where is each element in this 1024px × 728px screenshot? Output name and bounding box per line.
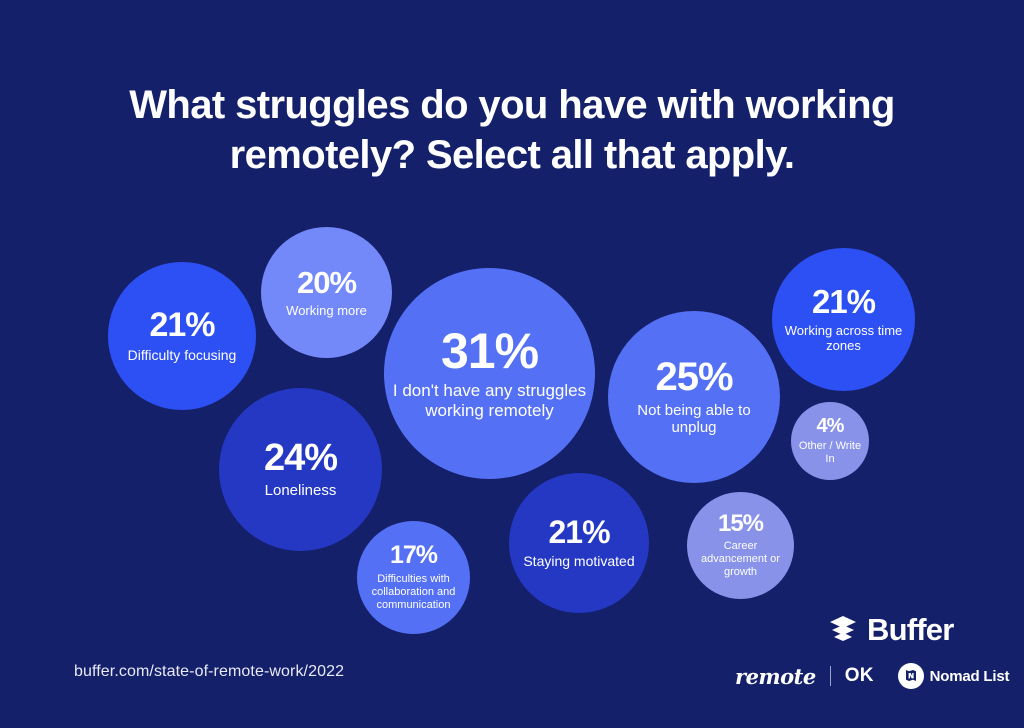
page-title: What struggles do you have with working … (0, 80, 1024, 180)
bubble-percent: 21% (811, 283, 876, 321)
bubble-label: I don't have any struggles working remot… (392, 380, 587, 420)
source-url: buffer.com/state-of-remote-work/2022 (74, 663, 345, 680)
bubble-percent: 4% (816, 414, 845, 437)
title-line-2: remotely? Select all that apply. (229, 133, 795, 177)
buffer-layers-icon (828, 613, 858, 648)
bubble-label: Other / Write In (798, 440, 862, 466)
bubble-percent: 20% (296, 265, 357, 301)
bubble-label: Career advancement or growth (701, 540, 780, 579)
bubble-difficulties-collaboration: 17% Difficulties with collaboration and c… (357, 521, 470, 634)
nomad-list-wordmark: Nomad List (929, 667, 1010, 685)
bubble-loneliness: 24% Loneliness (219, 388, 382, 551)
bubble-career-advancement: 15% Career advancement or growth (687, 492, 794, 599)
bubble-percent: 15% (717, 509, 764, 537)
bubble-label: Loneliness (264, 482, 337, 500)
bubble-label: Staying motivated (523, 553, 635, 570)
bubble-percent: 21% (548, 514, 610, 551)
bubble-difficulty-focusing: 21% Difficulty focusing (108, 262, 256, 410)
partner-logos: remote OK Nomad List (735, 663, 1010, 689)
bubble-label: Working across time zones (784, 323, 903, 354)
bubble-percent: 24% (263, 437, 338, 480)
bubble-staying-motivated: 21% Staying motivated (509, 473, 649, 613)
bubble-not-able-to-unplug: 25% Not being able to unplug (608, 311, 780, 483)
bubble-percent: 17% (389, 541, 438, 570)
bubble-label: Working more (286, 302, 367, 318)
nomad-list-badge-icon (897, 663, 924, 689)
bubble-working-across-time-zones: 21% Working across time zones (772, 248, 915, 391)
bubble-percent: 31% (440, 322, 539, 379)
buffer-logo: Buffer (828, 612, 954, 648)
bubble-other-write-in: 4% Other / Write In (791, 402, 869, 480)
bubble-percent: 21% (149, 306, 215, 345)
remoteok-wordmark: remote (735, 663, 816, 689)
bubble-label: Difficulty focusing (127, 347, 237, 364)
buffer-wordmark: Buffer (867, 612, 954, 647)
bubble-working-more: 20% Working more (261, 227, 392, 358)
ok-wordmark: OK (844, 665, 874, 686)
bubble-label: Not being able to unplug (637, 401, 751, 437)
bubble-no-struggles: 31% I don't have any struggles working re… (384, 268, 595, 479)
bubble-label: Difficulties with collaboration and comm… (371, 572, 456, 611)
title-line-1: What struggles do you have with working (129, 83, 895, 127)
nomad-list-logo: Nomad List (897, 663, 1010, 689)
bubble-percent: 25% (655, 354, 733, 399)
logo-divider (829, 666, 831, 686)
